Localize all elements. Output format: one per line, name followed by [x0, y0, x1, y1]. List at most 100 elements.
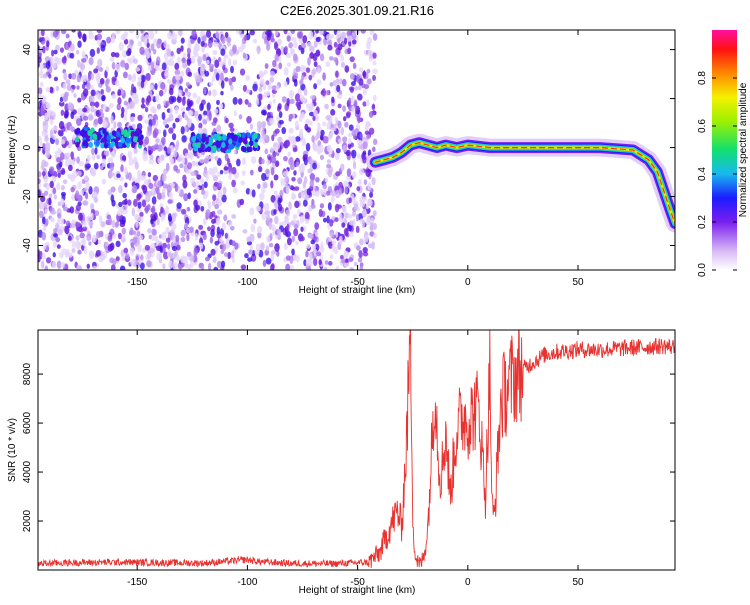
spectrogram-noise-speck: [290, 135, 296, 144]
spectrogram-noise-speck: [45, 182, 50, 191]
spectrogram-noise-speck: [216, 226, 221, 235]
spectrogram-noise-speck: [301, 74, 305, 81]
spectrogram-noise-speck: [338, 235, 343, 245]
spectrogram-noise-speck: [217, 182, 223, 190]
spectrogram-noise-speck: [127, 73, 132, 81]
spectrogram-noise-speck: [294, 120, 299, 128]
spectrogram-noise-speck: [43, 174, 49, 183]
spectrogram-noise-speck: [41, 95, 46, 104]
spectrogram-noise-speck: [180, 70, 185, 77]
spectrogram-noise-speck: [273, 209, 277, 215]
spectrogram-noise-speck: [91, 147, 95, 156]
spectrogram-noise-speck: [136, 169, 141, 178]
snr-x-label: Height of straight line (km): [299, 585, 416, 596]
spectrogram-noise-speck: [162, 118, 168, 126]
spectrogram-noise-speck: [271, 134, 275, 142]
spectrogram-noise-speck: [197, 56, 203, 65]
spectrogram-noise-speck: [303, 154, 308, 160]
spectrogram-noise-speck: [137, 40, 142, 47]
spectrogram-noise-speck: [166, 147, 172, 154]
spectrogram-noise-speck: [179, 163, 184, 169]
spectrogram-noise-speck: [112, 258, 117, 266]
spectrogram-noise-speck: [361, 219, 366, 229]
spectrogram-noise-speck: [41, 252, 46, 260]
spectrogram-noise-speck: [181, 261, 185, 268]
spectrogram-noise-speck: [255, 205, 261, 212]
snr-axes: -150 -100 -50 0 50 2000 4000 6000 8000: [22, 330, 675, 588]
spectrogram-noise-speck: [278, 62, 283, 70]
spectrogram-noise-speck: [143, 39, 148, 46]
spectrogram-noise-speck: [216, 260, 223, 269]
spectrogram-noise-speck: [139, 211, 144, 218]
spectrogram-noise-speck: [365, 168, 371, 178]
spectrogram-noise-speck: [54, 150, 59, 160]
spectrogram-noise-speck: [89, 101, 96, 107]
spectrogram-noise-speck: [302, 181, 307, 189]
spectrogram-noise-speck: [198, 224, 204, 230]
spectrogram-noise-speck: [101, 178, 107, 185]
chart-title: C2E6.2025.301.09.21.R16: [280, 3, 434, 18]
spectrogram-noise-speck: [84, 174, 89, 182]
spectrogram-noise-speck: [68, 139, 73, 148]
spectrogram-noise-speck: [313, 109, 318, 117]
spectrogram-noise-speck: [45, 151, 51, 159]
spectrogram-noise-speck: [92, 265, 97, 270]
spectrogram-noise-speck: [260, 242, 265, 251]
spectrogram-noise-speck: [350, 81, 356, 87]
spectrogram-noise-speck: [317, 147, 322, 155]
spectrogram-noise-speck: [127, 199, 132, 206]
spectrogram-noise-speck: [291, 235, 296, 243]
spectrogram-noise-speck: [212, 89, 217, 97]
spectrogram-noise-speck: [298, 31, 304, 39]
spectrogram-noise-speck: [232, 187, 238, 194]
spectrogram-noise-speck: [288, 135, 292, 142]
spectrogram-noise-speck: [330, 109, 336, 116]
spectrogram-noise-speck: [315, 36, 321, 43]
spectrogram-noise-speck: [116, 103, 121, 111]
spectrogram-noise-speck: [75, 235, 80, 241]
spectrogram-noise-speck: [184, 88, 189, 93]
spectrogram-noise-speck: [59, 252, 64, 259]
spectrogram-noise-speck: [144, 119, 149, 124]
spectrogram-noise-speck: [249, 30, 255, 36]
spectrogram-noise-speck: [245, 188, 251, 195]
spectrogram-noise-speck: [134, 96, 140, 105]
spectrogram-noise-speck: [134, 67, 141, 72]
spectrogram-panel: -150 -100 -50 0 50 -40 -20 0 20 40 Height of stra…: [7, 29, 676, 296]
spectrogram-noise-speck: [110, 150, 116, 158]
spectrogram-noise-speck: [55, 138, 59, 146]
spectrogram-noise-speck: [83, 187, 88, 193]
spectrogram-noise-speck: [362, 251, 369, 257]
spectrogram-noise-speck: [91, 153, 96, 161]
spectrogram-noise-speck: [300, 83, 306, 91]
spectrogram-noise-speck: [192, 182, 197, 188]
spectrogram-noise-speck: [243, 34, 248, 42]
spectrogram-noise-speck: [338, 78, 343, 85]
spectrogram-noise-speck: [169, 191, 173, 200]
spectrogram-noise-speck: [305, 142, 311, 152]
spectrogram-noise-speck: [101, 250, 108, 260]
spectrogram-noise-speck: [49, 166, 55, 175]
colorbar-tick-label: 0.4: [697, 167, 708, 181]
spectrogram-noise-speck: [332, 80, 337, 87]
spectrogram-noise-speck: [96, 230, 102, 239]
spectrogram-noise-speck: [340, 61, 346, 68]
spectrogram-noise-speck: [171, 33, 178, 41]
spectrogram-noise-speck: [372, 52, 377, 59]
spectrogram-y-tick-label: 0: [22, 144, 33, 150]
spectrogram-noise-speck: [285, 255, 291, 261]
spectrogram-noise-speck: [70, 151, 74, 160]
spectrogram-noise-speck: [274, 128, 280, 134]
spectrogram-noise-speck: [336, 30, 342, 38]
snr-x-tick-label: -100: [237, 577, 257, 588]
spectrogram-noise-speck: [285, 53, 292, 59]
spectrogram-noise-speck: [359, 262, 364, 268]
spectrogram-noise-speck: [39, 250, 43, 260]
spectrogram-noise-speck: [324, 103, 329, 110]
spectrogram-noise-speck: [57, 228, 63, 236]
spectrogram-noise-speck: [169, 107, 173, 115]
spectrogram-noise-speck: [336, 94, 343, 99]
spectrogram-noise-speck: [176, 96, 182, 104]
spectrogram-noise-speck: [95, 249, 101, 257]
spectrogram-noise-speck: [203, 86, 207, 95]
